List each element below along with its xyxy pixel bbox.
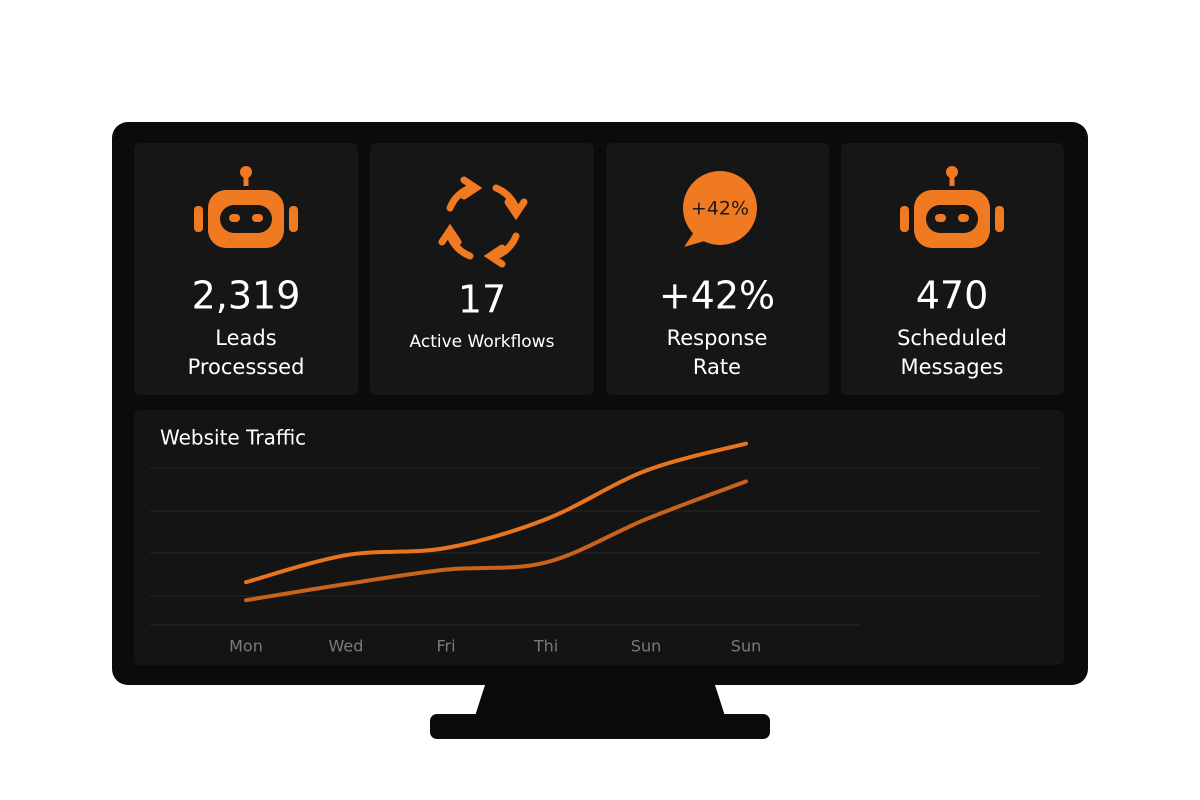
x-tick-label: Sun (631, 637, 661, 656)
chart-title: Website Traffic (160, 426, 306, 450)
cards: +42% (134, 143, 1064, 395)
card-value: 470 (916, 274, 989, 318)
card-label: Response (667, 326, 768, 350)
card-label: Messages (901, 355, 1004, 379)
traffic-line (244, 479, 748, 603)
card-label: Leads (215, 326, 276, 350)
bubble-icon: +42% (683, 171, 757, 247)
card (134, 143, 358, 395)
card-value: 17 (458, 278, 506, 322)
x-tick-label: Thi (533, 637, 558, 656)
x-tick-label: Fri (436, 637, 455, 656)
card-label: Scheduled (897, 326, 1007, 350)
badge-text: +42% (691, 198, 749, 220)
x-tick-label: Wed (329, 637, 364, 656)
chart-panel (134, 410, 1064, 665)
card-value: +42% (659, 274, 775, 318)
card-value: 2,319 (192, 274, 301, 318)
grid (150, 467, 1040, 626)
card (370, 143, 594, 395)
traffic-line (244, 441, 748, 585)
card-label: Processsed (188, 355, 305, 379)
x-tick-label: Mon (229, 637, 263, 656)
card-label: Active Workflows (410, 332, 555, 352)
card (606, 143, 829, 395)
card (841, 143, 1064, 395)
x-tick-label: Sun (731, 637, 761, 656)
card-label: Rate (693, 355, 741, 379)
cycle-icon (438, 176, 528, 268)
